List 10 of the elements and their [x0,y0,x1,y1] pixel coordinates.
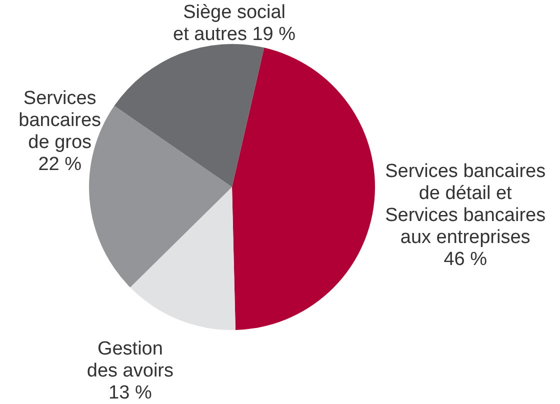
slice-label: Siège social et autres 19 % [173,2,296,46]
pie-slice [114,44,264,187]
slice-label: Services bancaires de détail et Services bancaires aux entreprises [385,160,546,248]
pie-slice [232,48,375,330]
data-label: 46 % [444,248,488,270]
pie-slice [130,187,236,330]
slice-label: Gestion des avoirs [86,338,174,382]
data-label: 22 % [38,154,82,176]
data-label: 13 % [108,382,152,404]
slice-label: Services bancaires de gros [18,88,102,154]
